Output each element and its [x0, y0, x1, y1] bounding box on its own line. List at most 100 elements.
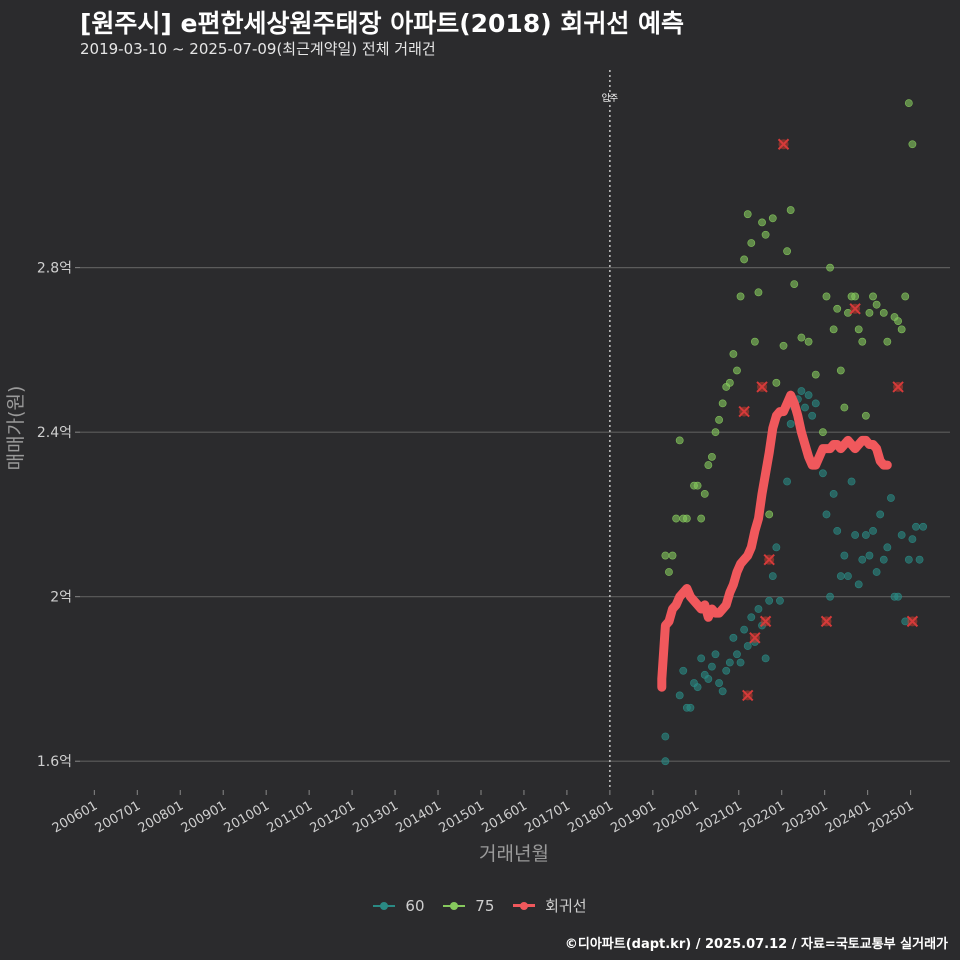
outlier-marker-0 [738, 405, 750, 418]
point-75-60 [904, 99, 913, 108]
point-75-9 [697, 514, 706, 523]
x-tick-label-0: 200601 [50, 798, 100, 836]
x-tick-label-4: 201001 [222, 798, 272, 836]
point-75-26 [758, 218, 766, 227]
point-60-31 [776, 596, 784, 605]
legend-label-regression: 회귀선 [545, 897, 587, 915]
outlier-marker-4 [759, 615, 772, 628]
point-75-15 [718, 399, 727, 408]
point-60-44 [829, 489, 838, 498]
outlier-marker-2 [749, 632, 761, 644]
legend-label-60: 60 [405, 896, 425, 915]
point-60-45 [833, 526, 842, 535]
scatter-points [657, 99, 928, 766]
point-60-2 [661, 732, 670, 741]
move-in-reference: 입주 [602, 70, 618, 790]
point-60-36 [797, 387, 806, 395]
outlier-cross-4 [759, 615, 772, 628]
point-60-28 [765, 596, 774, 605]
point-60-25 [754, 605, 763, 613]
point-75-59 [901, 292, 910, 301]
y-tick-label-3: 2.8억 [37, 261, 72, 277]
point-60-42 [822, 510, 831, 519]
outlier-cross-5 [763, 553, 775, 566]
point-75-35 [797, 333, 806, 342]
grid-lines [80, 267, 950, 762]
point-60-48 [844, 572, 852, 581]
outlier-marker-5 [763, 553, 775, 566]
point-75-51 [865, 308, 874, 317]
point-60-60 [887, 494, 895, 502]
y-axis-ticks: 1.6억 2억 2.4억 2.8억 [37, 261, 80, 770]
point-60-12 [708, 662, 716, 671]
point-60-57 [876, 510, 885, 519]
point-60-55 [869, 526, 877, 535]
legend-item-regression: 회귀선 [513, 895, 587, 916]
legend: 60 75 회귀선 [0, 895, 960, 917]
outlier-marker-1 [742, 689, 754, 702]
point-60-37 [801, 403, 809, 412]
regression-line-layer [657, 390, 892, 692]
point-75-48 [854, 325, 863, 334]
point-60-50 [851, 531, 860, 539]
point-75-54 [879, 308, 888, 317]
x-tick-label-1: 200701 [93, 798, 143, 836]
point-75-53 [872, 300, 881, 309]
point-60-52 [858, 555, 867, 564]
point-60-67 [912, 522, 920, 531]
point-60-19 [733, 650, 741, 659]
point-60-15 [718, 687, 727, 696]
point-75-24 [750, 337, 759, 346]
point-75-2 [668, 551, 677, 560]
outlier-cross-1 [742, 689, 754, 702]
point-60-40 [811, 399, 820, 408]
point-60-6 [686, 703, 695, 712]
x-tick-label-8: 201401 [394, 798, 444, 836]
outlier-marker-6 [777, 138, 790, 150]
point-75-21 [740, 255, 749, 264]
point-60-43 [826, 592, 834, 601]
point-60-38 [804, 391, 813, 400]
point-60-59 [883, 543, 892, 552]
outlier-cross-0 [738, 405, 750, 418]
point-75-61 [908, 140, 917, 149]
point-60-54 [865, 551, 874, 560]
outlier-cross-8 [849, 303, 861, 315]
legend-swatch-75 [443, 899, 466, 913]
point-75-32 [783, 247, 791, 256]
point-75-23 [747, 239, 756, 247]
outlier-cross-9 [892, 381, 904, 393]
x-tick-label-12: 201801 [565, 798, 615, 836]
x-tick-label-3: 200901 [179, 798, 229, 836]
point-60-51 [854, 580, 863, 589]
x-tick-label-15: 202101 [694, 798, 744, 836]
y-tick-label-0: 1.6억 [37, 754, 72, 770]
point-60-23 [747, 613, 756, 622]
point-60-29 [768, 572, 777, 581]
point-60-4 [679, 666, 688, 675]
point-60-56 [872, 568, 881, 576]
legend-item-75: 75 [443, 897, 494, 915]
point-75-37 [811, 370, 820, 379]
x-tick-label-17: 202301 [780, 798, 830, 836]
point-60-62 [894, 592, 902, 601]
point-75-28 [765, 510, 774, 519]
point-75-8 [693, 481, 702, 490]
point-60-33 [786, 420, 795, 428]
point-60-14 [715, 679, 723, 687]
point-75-10 [700, 489, 709, 498]
point-75-55 [883, 337, 892, 346]
point-75-41 [829, 325, 838, 334]
chart-title: [원주시] e편한세상원주태장 아파트(2018) 회귀선 예측 [80, 9, 685, 38]
point-75-58 [897, 325, 906, 334]
point-75-38 [819, 428, 827, 437]
point-75-52 [869, 292, 877, 301]
point-75-40 [826, 263, 834, 272]
point-60-22 [743, 642, 752, 650]
legend-swatch-regression [513, 899, 536, 913]
point-75-0 [661, 551, 670, 560]
point-75-57 [894, 317, 902, 326]
point-75-6 [682, 514, 691, 523]
outlier-cross-10 [906, 615, 919, 628]
point-60-11 [704, 675, 713, 683]
